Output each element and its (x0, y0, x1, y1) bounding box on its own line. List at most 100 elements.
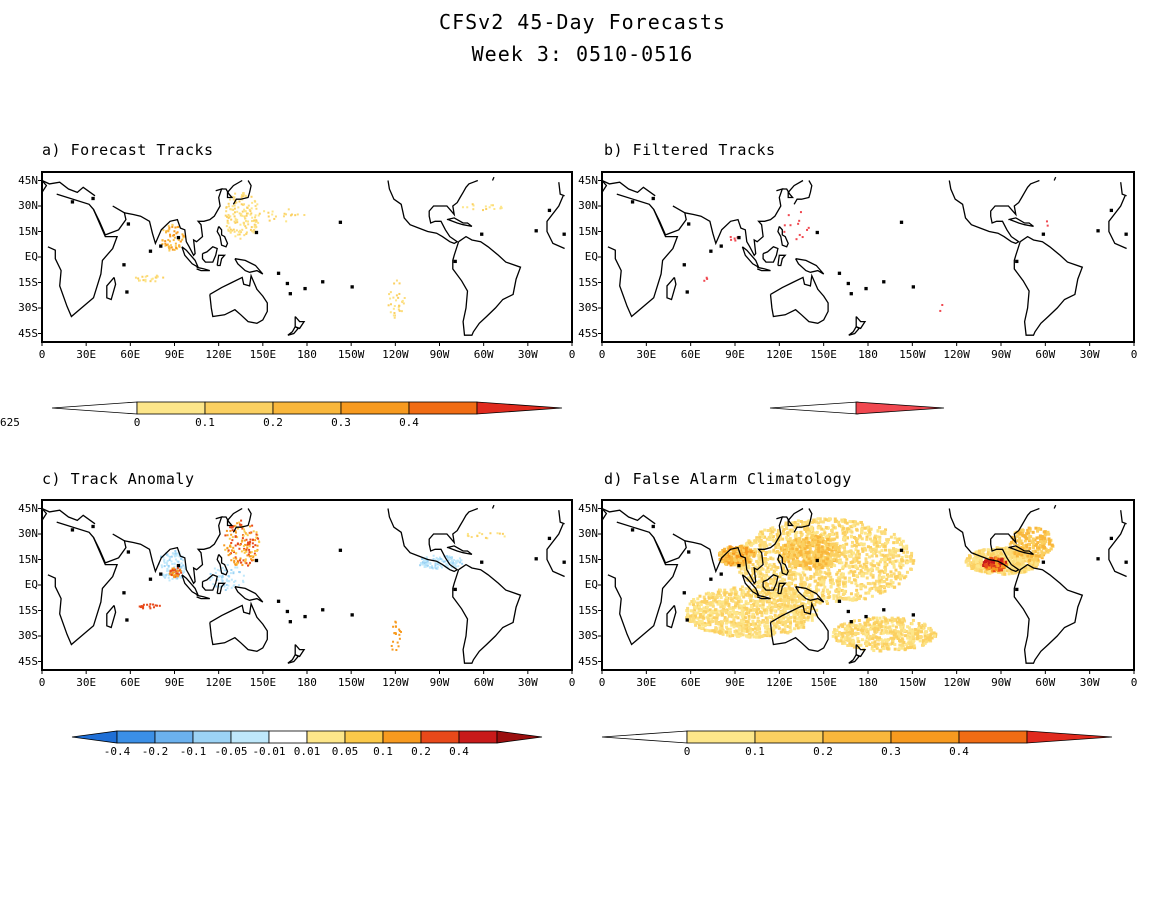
field-cell (778, 621, 782, 625)
field-cell (250, 207, 253, 210)
field-cell (241, 579, 244, 582)
field-cell (142, 603, 145, 606)
field-cell (909, 557, 913, 561)
field-cell (747, 617, 751, 621)
field-cell (230, 229, 233, 232)
field-cell (806, 536, 810, 540)
field-cell (240, 194, 243, 197)
field-cell (783, 595, 787, 599)
field-cell (815, 554, 819, 558)
field-cell (808, 588, 812, 592)
field-cell (893, 585, 897, 589)
field-cell (877, 574, 881, 578)
field-cell (757, 581, 761, 585)
field-cell (711, 599, 715, 603)
field-cell (883, 562, 887, 566)
field-cell (830, 549, 834, 553)
field-cell (856, 592, 860, 596)
field-cell (751, 615, 755, 619)
field-cell (842, 582, 846, 586)
field-cell (435, 556, 438, 559)
field-cell (228, 580, 231, 583)
field-cell (1034, 558, 1038, 562)
field-cell (758, 598, 762, 602)
field-cell (706, 277, 709, 280)
field-cell (762, 620, 766, 624)
field-cell (246, 220, 249, 223)
field-cell (881, 590, 885, 594)
field-cell (902, 550, 906, 554)
field-cell (1030, 560, 1034, 564)
field-cell (802, 625, 806, 629)
field-cell (788, 562, 792, 566)
field-cell (149, 607, 152, 610)
field-cell (235, 552, 238, 555)
field-cell (868, 548, 872, 552)
field-cell (883, 589, 887, 593)
field-cell (246, 534, 249, 537)
field-cell (397, 306, 400, 309)
field-cell (244, 543, 247, 546)
field-cell (749, 574, 753, 578)
field-cell (796, 522, 800, 526)
field-cell (741, 618, 745, 622)
field-cell (167, 564, 170, 567)
field-cell (982, 566, 986, 570)
field-cell (183, 571, 186, 574)
field-cell (254, 226, 257, 229)
field-cell (173, 248, 176, 251)
field-cell (996, 546, 1000, 550)
field-cell (1015, 570, 1019, 574)
field-cell (778, 575, 782, 579)
field-cell (253, 219, 256, 222)
field-cell (455, 561, 458, 564)
field-cell (756, 600, 760, 604)
field-cell (831, 634, 835, 638)
field-cell (388, 293, 391, 296)
field-cell (905, 630, 909, 634)
field-cell (916, 628, 920, 632)
field-cell (750, 594, 754, 598)
field-cell (889, 550, 893, 554)
field-cell (755, 612, 759, 616)
field-cell (233, 551, 236, 554)
field-cell (816, 543, 820, 547)
field-cell (476, 535, 479, 538)
field-cell (833, 564, 837, 568)
field-cell (821, 594, 825, 598)
field-cell (831, 553, 835, 557)
field-cell (771, 605, 775, 609)
field-cell (395, 299, 398, 302)
field-cell (247, 553, 250, 556)
field-cell (709, 601, 713, 605)
field-cell (838, 524, 842, 528)
field-cell (800, 610, 804, 614)
field-cell (971, 566, 975, 570)
field-cell (818, 525, 822, 529)
field-cell (693, 600, 697, 604)
field-cell (743, 562, 747, 566)
field-cell (701, 616, 705, 620)
field-cell (783, 548, 787, 552)
field-cell (241, 214, 244, 217)
field-cell (214, 571, 217, 574)
field-cell (813, 536, 817, 540)
field-cell (878, 616, 882, 620)
field-cell (234, 221, 237, 224)
island-dot (480, 232, 484, 236)
field-cell (233, 220, 236, 223)
field-d (685, 517, 1055, 653)
field-cell (875, 544, 879, 548)
field-cell (254, 554, 257, 557)
field-cell (821, 520, 825, 524)
field-cell (1005, 563, 1009, 567)
field-cell (995, 550, 999, 554)
field-cell (461, 562, 464, 565)
field-cell (776, 603, 780, 607)
field-cell (771, 530, 775, 534)
field-cell (224, 569, 227, 572)
field-cell (748, 627, 752, 631)
coastline (666, 276, 677, 301)
coastline (216, 254, 227, 267)
field-cell (808, 609, 812, 613)
